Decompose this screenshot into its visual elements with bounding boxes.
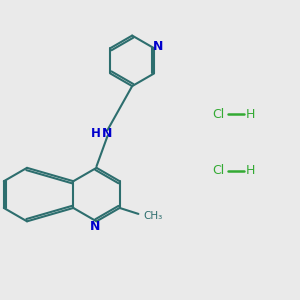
Text: N: N [102,127,112,140]
Text: CH₃: CH₃ [143,211,163,221]
Text: H: H [91,127,100,140]
Text: H: H [246,108,255,121]
Text: H: H [246,164,255,177]
Text: N: N [90,220,100,232]
Text: Cl: Cl [212,108,225,121]
Text: Cl: Cl [212,164,225,177]
Text: N: N [152,40,163,53]
